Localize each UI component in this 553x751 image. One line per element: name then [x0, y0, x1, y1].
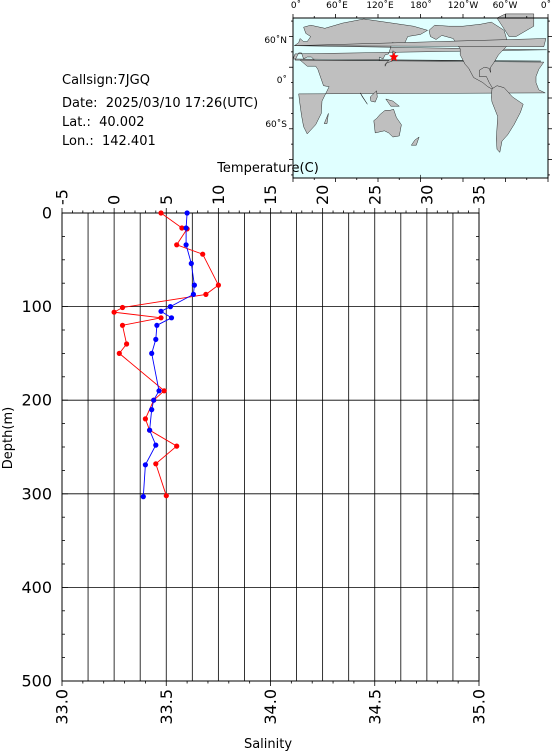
depth-tick-label: 500 [21, 672, 52, 691]
data-series [111, 210, 221, 500]
map-lon-label: 180˚ [410, 0, 432, 11]
salinity-point [153, 336, 159, 342]
map-lon-label: 60˚W [493, 0, 518, 11]
map-land [292, 13, 547, 178]
temperature-tick-label: 5 [157, 195, 176, 205]
land-mass [373, 109, 402, 138]
map-lat-label: 0˚ [277, 75, 287, 86]
temperature-point [203, 291, 209, 297]
temperature-point [119, 322, 126, 328]
salinity-tick-label: 33.5 [157, 689, 176, 725]
land-mass [323, 113, 329, 124]
chart-grid [61, 212, 480, 682]
temperature-point [111, 309, 117, 315]
location-map: 0˚ 60˚E 120˚E 180˚ 120˚W 60˚W 0˚ 60˚N 0˚… [264, 0, 552, 182]
plot-frame [61, 212, 480, 682]
temperature-tick-label: 0 [105, 195, 124, 205]
latitude-label: Lat.: 40.002 [62, 115, 145, 130]
land-mass [491, 85, 524, 153]
temperature-point [161, 388, 167, 394]
salinity-point [149, 407, 155, 413]
map-lon-label: 0˚ [541, 0, 551, 11]
temperature-point [179, 225, 185, 231]
map-lon-label: 60˚E [326, 0, 348, 11]
salinity-point [191, 282, 197, 288]
salinity-point [154, 322, 160, 328]
temperature-point [174, 443, 180, 449]
temperature-tick-labels: -5 0 5 10 15 20 25 30 35 [53, 185, 489, 205]
salinity-point [183, 225, 189, 231]
salinity-tick-label: 33.0 [53, 689, 72, 725]
salinity-tick-labels: 33.0 33.5 34.0 34.5 35.0 [53, 689, 489, 725]
temperature-point [215, 282, 221, 288]
depth-tick-label: 0 [42, 204, 52, 223]
salinity-point [188, 260, 194, 267]
map-lon-label: 120˚W [448, 0, 479, 11]
salinity-tick-label: 34.5 [365, 689, 384, 725]
temperature-point [116, 350, 122, 356]
salinity-point [168, 315, 175, 321]
land-mass [294, 38, 547, 47]
temperature-point [119, 304, 126, 311]
temperature-axis-title: Temperature(C) [216, 161, 319, 176]
salinity-point [158, 308, 164, 314]
temperature-tick-label: 25 [365, 185, 384, 205]
map-lat-label: 60˚S [265, 119, 287, 130]
salinity-point [140, 494, 146, 500]
salinity-point [147, 427, 153, 433]
depth-tick-labels: 0 100 200 300 400 500 [21, 204, 52, 691]
temperature-tick-label: 20 [313, 185, 332, 205]
salinity-point [151, 397, 157, 403]
temperature-point [200, 251, 206, 257]
salinity-point [184, 210, 190, 216]
temperature-tick-label: -5 [53, 189, 72, 205]
temperature-point [158, 315, 164, 321]
salinity-point [183, 242, 189, 248]
depth-tick-label: 100 [21, 297, 52, 316]
depth-tick-label: 200 [21, 391, 52, 410]
depth-tick-label: 300 [21, 484, 52, 503]
longitude-label: Lon.: 142.401 [62, 134, 156, 149]
map-frame [292, 17, 549, 179]
depth-tick-label: 400 [21, 578, 52, 597]
temperature-point [163, 493, 169, 499]
temperature-point [124, 341, 130, 347]
salinity-point [149, 350, 155, 356]
map-lon-label: 120˚E [366, 0, 394, 11]
temperature-tick-label: 10 [209, 185, 228, 205]
salinity-tick-label: 35.0 [470, 689, 489, 725]
salinity-tick-label: 34.0 [261, 689, 280, 725]
station-marker [389, 52, 399, 61]
land-mass [428, 21, 509, 91]
map-lat-label: 60˚N [264, 35, 287, 46]
callsign-label: Callsign:7JGQ [62, 73, 150, 88]
land-mass [385, 98, 400, 107]
salinity-point [167, 304, 173, 310]
temperature-point [174, 242, 180, 248]
map-ticks [289, 14, 552, 182]
salinity-point [153, 442, 159, 448]
temperature-tick-label: 15 [261, 185, 280, 205]
temperature-point [158, 210, 164, 216]
temperature-point [153, 461, 159, 467]
depth-axis-title: Depth(m) [1, 407, 16, 469]
salinity-point [156, 388, 162, 394]
temperature-point [142, 416, 148, 422]
land-mass [360, 92, 368, 105]
land-mass [410, 136, 420, 146]
temperature-tick-label: 30 [417, 185, 436, 205]
salinity-axis-title: Salinity [244, 737, 292, 751]
salinity-point [190, 291, 196, 297]
map-lon-label: 0˚ [291, 0, 301, 11]
station-star-icon [389, 52, 399, 61]
date-label: Date: 2025/03/10 17:26(UTC) [62, 96, 259, 111]
land-mass [369, 90, 378, 103]
salinity-point [142, 462, 148, 468]
temperature-tick-label: 35 [470, 185, 489, 205]
